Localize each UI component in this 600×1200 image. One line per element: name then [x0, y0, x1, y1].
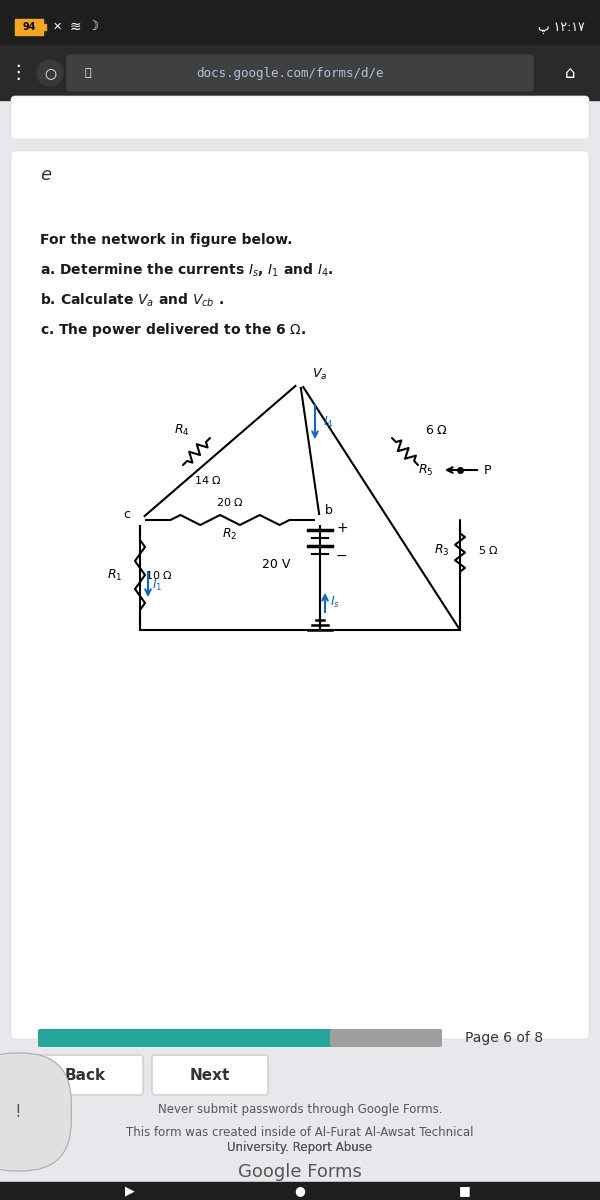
- Text: $R_3$: $R_3$: [434, 542, 450, 558]
- Text: $R_1$: $R_1$: [107, 568, 122, 582]
- FancyBboxPatch shape: [11, 96, 589, 139]
- Circle shape: [296, 378, 304, 386]
- Text: This form was created inside of Al-Furat Al-Awsat Technical: This form was created inside of Al-Furat…: [126, 1126, 474, 1139]
- Text: !: !: [14, 1103, 22, 1121]
- Text: ○: ○: [44, 66, 56, 80]
- Text: University. Report Abuse: University. Report Abuse: [227, 1141, 373, 1154]
- Text: ≋: ≋: [69, 20, 81, 34]
- Text: 10 $\Omega$: 10 $\Omega$: [145, 569, 173, 581]
- Text: Next: Next: [190, 1068, 230, 1082]
- Text: ▶: ▶: [125, 1184, 135, 1198]
- FancyBboxPatch shape: [67, 55, 533, 91]
- FancyBboxPatch shape: [152, 1055, 268, 1094]
- Bar: [70, 58, 530, 88]
- Text: b: b: [325, 504, 333, 516]
- Text: 20 V: 20 V: [262, 558, 290, 571]
- Text: 🔒: 🔒: [85, 68, 91, 78]
- Text: c. The power delivered to the 6 $\Omega$.: c. The power delivered to the 6 $\Omega$…: [40, 320, 307, 338]
- Text: 20 $\Omega$: 20 $\Omega$: [216, 496, 244, 508]
- Text: $R_4$: $R_4$: [175, 422, 190, 438]
- Text: Page 6 of 8: Page 6 of 8: [465, 1031, 543, 1045]
- Text: e: e: [40, 166, 51, 184]
- Text: b. Calculate $V_a$ and $V_{cb}$ .: b. Calculate $V_a$ and $V_{cb}$ .: [40, 292, 224, 308]
- Text: 94: 94: [22, 22, 36, 32]
- Text: 6 $\Omega$: 6 $\Omega$: [425, 424, 448, 437]
- Bar: [43, 24, 46, 30]
- Bar: [0, 44, 600, 100]
- Bar: [0, 0, 600, 44]
- Text: $R_2$: $R_2$: [223, 527, 238, 541]
- Text: 5 $\Omega$: 5 $\Omega$: [478, 544, 499, 556]
- Text: $I_s$: $I_s$: [330, 594, 340, 610]
- Text: $R_5$: $R_5$: [418, 462, 434, 478]
- Text: ☽: ☽: [88, 20, 98, 34]
- Text: Never submit passwords through Google Forms.: Never submit passwords through Google Fo…: [158, 1104, 442, 1116]
- Text: ●: ●: [295, 1184, 305, 1198]
- Circle shape: [316, 516, 324, 524]
- Text: $I_1$: $I_1$: [152, 577, 163, 593]
- Bar: [0, 1182, 600, 1200]
- Text: University. Report Abuse: University. Report Abuse: [227, 1141, 373, 1154]
- Text: $I_4$: $I_4$: [323, 414, 334, 430]
- FancyBboxPatch shape: [27, 1055, 143, 1094]
- Text: +: +: [336, 521, 347, 535]
- Circle shape: [37, 60, 63, 86]
- Text: Back: Back: [64, 1068, 106, 1082]
- Text: 14 $\Omega$: 14 $\Omega$: [194, 474, 222, 486]
- Text: Google Forms: Google Forms: [238, 1163, 362, 1181]
- Text: ⌂: ⌂: [565, 64, 575, 82]
- Text: For the network in figure below.: For the network in figure below.: [40, 233, 293, 247]
- FancyBboxPatch shape: [11, 151, 589, 1039]
- Text: پ ۱۲:۱۷: پ ۱۲:۱۷: [538, 20, 585, 34]
- Text: −: −: [336, 550, 347, 563]
- FancyBboxPatch shape: [38, 1028, 334, 1046]
- FancyBboxPatch shape: [330, 1028, 442, 1046]
- Text: ⋮: ⋮: [8, 64, 28, 83]
- Text: P: P: [484, 463, 491, 476]
- Text: ✕: ✕: [52, 22, 62, 32]
- Text: ■: ■: [459, 1184, 471, 1198]
- Text: a. Determine the currents $I_s$, $I_1$ and $I_4$.: a. Determine the currents $I_s$, $I_1$ a…: [40, 262, 334, 278]
- Text: $V_a$: $V_a$: [312, 366, 328, 382]
- Text: docs.google.com/forms/d/e: docs.google.com/forms/d/e: [196, 66, 384, 79]
- Text: c: c: [123, 509, 130, 522]
- Circle shape: [136, 516, 144, 524]
- Bar: [15, 19, 43, 35]
